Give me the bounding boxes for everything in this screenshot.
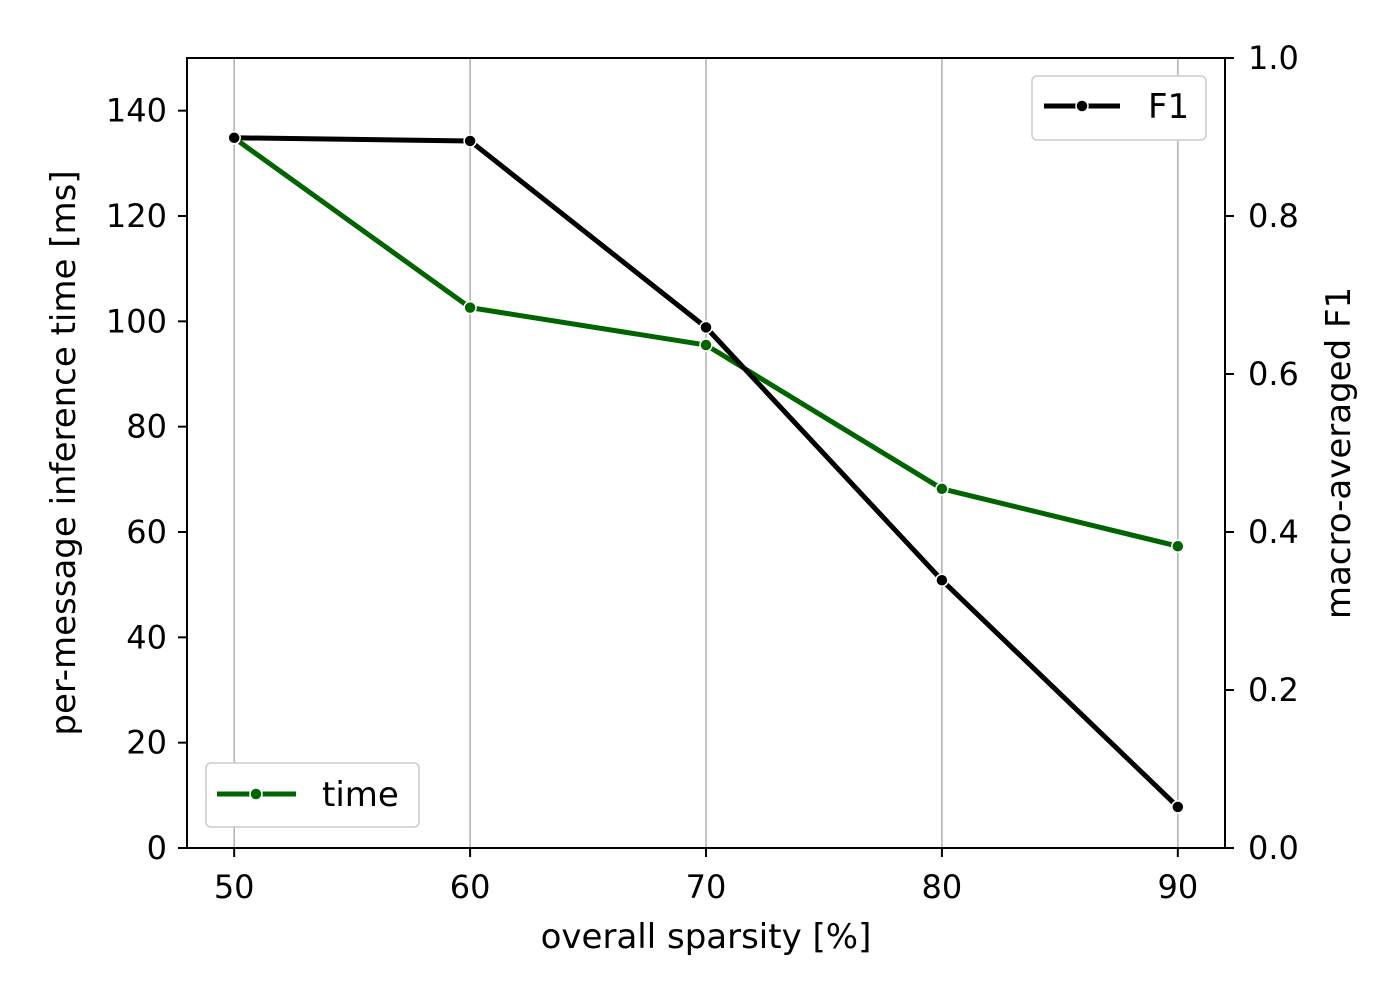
x-tick-label: 80 xyxy=(922,868,963,906)
left-y-axis-ticks: 0 20 40 60 80 100 120 140 xyxy=(106,92,187,867)
right-y-tick-label: 1.0 xyxy=(1248,39,1299,77)
legend-f1-marker xyxy=(1075,99,1089,113)
legend-time: time xyxy=(205,762,420,828)
right-y-tick-label: 0.6 xyxy=(1248,355,1299,393)
left-y-tick-label: 40 xyxy=(126,618,167,656)
x-axis-ticks: 50 60 70 80 90 xyxy=(214,848,1198,906)
left-y-tick-label: 0 xyxy=(147,829,167,867)
right-y-tick-label: 0.8 xyxy=(1248,197,1299,235)
f1-series-point xyxy=(935,573,949,587)
left-y-tick-label: 100 xyxy=(106,302,167,340)
left-y-tick-label: 60 xyxy=(126,513,167,551)
legend-f1-label: F1 xyxy=(1148,87,1189,127)
time-series-point xyxy=(699,338,713,352)
right-y-tick-label: 0.0 xyxy=(1248,829,1299,867)
series-time xyxy=(227,131,1185,553)
x-tick-label: 60 xyxy=(450,868,491,906)
x-tick-label: 70 xyxy=(686,868,727,906)
series-f1 xyxy=(227,131,1185,814)
legend-time-marker xyxy=(249,787,263,801)
f1-series-point xyxy=(463,134,477,148)
time-series-point xyxy=(1171,539,1185,553)
f1-series-point xyxy=(699,320,713,335)
x-axis-title: overall sparsity [%] xyxy=(541,917,872,957)
right-y-axis-title: macro-averaged F1 xyxy=(1319,287,1359,619)
right-y-axis-ticks: 0.0 0.2 0.4 0.6 0.8 1.0 xyxy=(1225,39,1299,867)
legend-f1: F1 xyxy=(1031,75,1207,141)
right-y-tick-label: 0.2 xyxy=(1248,671,1299,709)
left-y-axis-title: per-message inference time [ms] xyxy=(44,170,84,735)
f1-series-point xyxy=(1171,800,1185,814)
time-series-point xyxy=(935,482,949,496)
legend-time-box xyxy=(205,762,420,828)
f1-series-point xyxy=(227,131,241,145)
left-y-tick-label: 20 xyxy=(126,724,167,762)
time-series-point xyxy=(463,300,477,315)
left-y-tick-label: 120 xyxy=(106,197,167,235)
legend-time-label: time xyxy=(322,775,399,815)
x-tick-label: 90 xyxy=(1157,868,1198,906)
x-tick-label: 50 xyxy=(214,868,255,906)
left-y-tick-label: 80 xyxy=(126,408,167,446)
left-y-tick-label: 140 xyxy=(106,92,167,130)
right-y-tick-label: 0.4 xyxy=(1248,513,1299,551)
grid-lines xyxy=(233,58,1179,848)
